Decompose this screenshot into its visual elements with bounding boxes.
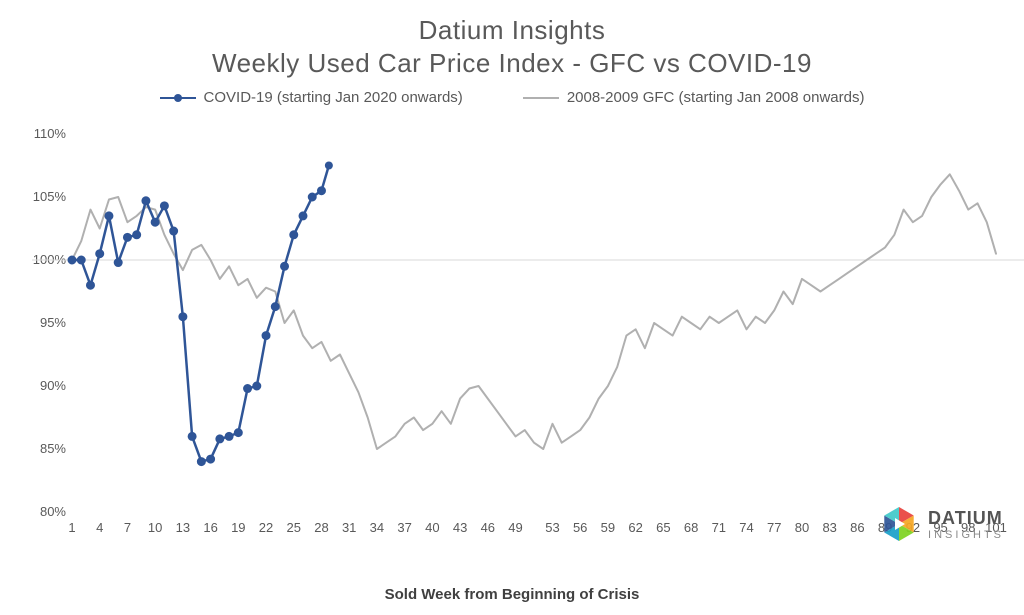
- svg-text:4: 4: [96, 520, 103, 535]
- svg-text:59: 59: [601, 520, 615, 535]
- svg-text:77: 77: [767, 520, 781, 535]
- svg-text:74: 74: [739, 520, 753, 535]
- svg-text:80: 80: [795, 520, 809, 535]
- svg-text:80%: 80%: [40, 504, 66, 519]
- chart-title-block: Datium Insights Weekly Used Car Price In…: [0, 0, 1024, 79]
- legend-label-gfc: 2008-2009 GFC (starting Jan 2008 onwards…: [567, 89, 865, 106]
- logo-sub: INSIGHTS: [928, 529, 1004, 541]
- title-line-2: Weekly Used Car Price Index - GFC vs COV…: [0, 47, 1024, 80]
- svg-text:19: 19: [231, 520, 245, 535]
- svg-text:31: 31: [342, 520, 356, 535]
- svg-text:7: 7: [124, 520, 131, 535]
- svg-text:65: 65: [656, 520, 670, 535]
- svg-text:34: 34: [370, 520, 384, 535]
- svg-text:90%: 90%: [40, 378, 66, 393]
- svg-text:43: 43: [453, 520, 467, 535]
- datium-logo: DATIUM INSIGHTS: [878, 503, 1004, 545]
- svg-text:105%: 105%: [33, 189, 67, 204]
- svg-text:85%: 85%: [40, 441, 66, 456]
- legend-swatch-covid: [160, 97, 196, 99]
- legend-item-gfc: 2008-2009 GFC (starting Jan 2008 onwards…: [523, 89, 865, 106]
- svg-text:83: 83: [822, 520, 836, 535]
- svg-text:53: 53: [545, 520, 559, 535]
- logo-text: DATIUM INSIGHTS: [928, 508, 1004, 541]
- legend-label-covid: COVID-19 (starting Jan 2020 onwards): [204, 89, 463, 106]
- legend: COVID-19 (starting Jan 2020 onwards) 200…: [0, 89, 1024, 106]
- title-line-1: Datium Insights: [0, 14, 1024, 47]
- legend-swatch-gfc: [523, 97, 559, 99]
- x-axis-label: Sold Week from Beginning of Crisis: [0, 586, 1024, 603]
- svg-text:22: 22: [259, 520, 273, 535]
- svg-text:49: 49: [508, 520, 522, 535]
- svg-text:37: 37: [397, 520, 411, 535]
- svg-text:46: 46: [481, 520, 495, 535]
- svg-text:10: 10: [148, 520, 162, 535]
- svg-text:110%: 110%: [34, 126, 67, 141]
- svg-text:95%: 95%: [40, 315, 66, 330]
- svg-text:13: 13: [176, 520, 190, 535]
- svg-text:1: 1: [68, 520, 75, 535]
- plot-svg: 80%85%90%95%100%105%110%1471013161922252…: [56, 130, 1006, 540]
- svg-text:56: 56: [573, 520, 587, 535]
- svg-text:62: 62: [628, 520, 642, 535]
- legend-item-covid: COVID-19 (starting Jan 2020 onwards): [160, 89, 463, 106]
- svg-text:68: 68: [684, 520, 698, 535]
- svg-text:71: 71: [712, 520, 726, 535]
- svg-text:25: 25: [287, 520, 301, 535]
- svg-text:28: 28: [314, 520, 328, 535]
- logo-brand: DATIUM: [928, 508, 1004, 529]
- logo-icon: [878, 503, 920, 545]
- svg-text:16: 16: [203, 520, 217, 535]
- chart-container: Datium Insights Weekly Used Car Price In…: [0, 0, 1024, 615]
- svg-text:40: 40: [425, 520, 439, 535]
- svg-text:86: 86: [850, 520, 864, 535]
- plot-area: 80%85%90%95%100%105%110%1471013161922252…: [56, 130, 1006, 540]
